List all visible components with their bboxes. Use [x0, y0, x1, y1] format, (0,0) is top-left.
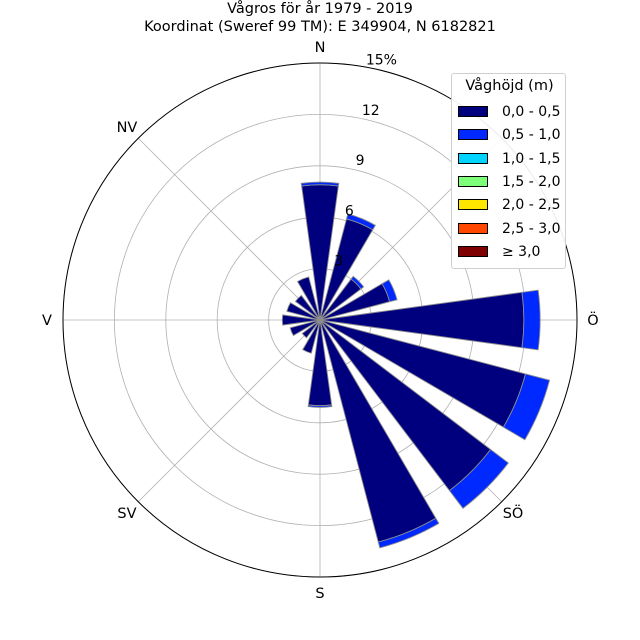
bar-13-0 [286, 302, 321, 321]
bar-2-1 [350, 275, 365, 290]
legend-swatch [458, 222, 488, 234]
legend-item: 0,5 - 1,0 [458, 125, 563, 145]
direction-label-Ö: Ö [587, 311, 598, 329]
bar-7-1 [377, 517, 440, 549]
radial-tick-label-2: 9 [356, 153, 365, 169]
legend-swatch [458, 129, 488, 141]
radial-tick-label-0: 3 [334, 254, 343, 270]
legend-swatch [458, 152, 488, 164]
legend-swatch [458, 245, 488, 257]
legend-label: 2,0 - 2,5 [502, 197, 561, 214]
direction-label-S: S [315, 586, 324, 602]
bar-0-0 [301, 184, 339, 321]
legend-label: 1,0 - 1,5 [502, 150, 561, 167]
bar-8-1 [307, 404, 333, 408]
direction-label-V: V [42, 313, 52, 329]
bar-3-1 [381, 279, 398, 303]
legend-item: 2,0 - 2,5 [458, 195, 563, 215]
legend-item: 1,5 - 2,0 [458, 172, 563, 192]
bar-5-1 [502, 373, 551, 441]
bar-6-1 [448, 448, 509, 509]
legend-swatch [458, 106, 488, 117]
chart-title: Vågros för år 1979 - 2019 [227, 1, 413, 17]
legend-title: Våghöjd (m) [465, 78, 554, 94]
legend-label: 0,5 - 1,0 [502, 127, 561, 144]
legend-item: 0,0 - 0,5 [458, 102, 563, 122]
bar-4-0 [319, 291, 525, 349]
bar-14-0 [294, 294, 321, 321]
legend-item: 1,0 - 1,5 [458, 149, 563, 169]
bar-12-0 [281, 314, 321, 326]
radial-tick-label-4: 15% [366, 53, 397, 69]
direction-label-SÖ: SÖ [503, 504, 524, 522]
direction-label-SV: SV [117, 506, 136, 522]
legend-label: 1,5 - 2,0 [502, 173, 561, 190]
direction-label-NV: NV [117, 120, 138, 136]
legend-swatch [458, 175, 488, 187]
legend-label: 0,0 - 0,5 [502, 104, 561, 120]
bar-4-1 [521, 289, 541, 351]
chart-subtitle: Koordinat (Sweref 99 TM): E 349904, N 61… [144, 19, 496, 35]
grid-spoke-5 [137, 319, 321, 503]
bar-1-1 [345, 213, 376, 231]
direction-label-N: N [315, 40, 326, 56]
bar-9-0 [302, 319, 321, 354]
legend-item: 2,5 - 3,0 [458, 219, 563, 239]
bar-8-0 [307, 319, 333, 407]
legend-swatch [458, 199, 488, 211]
radial-tick-label-3: 12 [362, 103, 380, 119]
grid-spoke-7 [137, 137, 321, 321]
radial-tick-label-1: 6 [345, 203, 354, 219]
legend-label: ≥ 3,0 [502, 243, 541, 260]
bar-0-1 [300, 181, 340, 187]
polar-frame [62, 62, 578, 578]
bar-15-0 [296, 276, 321, 321]
legend-item: ≥ 3,0 [458, 242, 563, 262]
bar-10-0 [301, 319, 321, 339]
legend: Våghöjd (m) 0,0 - 0,5 0,5 - 1,0 1,0 - 1,5 1… [451, 73, 566, 269]
bar-11-0 [289, 319, 321, 337]
legend-label: 2,5 - 3,0 [502, 220, 561, 237]
